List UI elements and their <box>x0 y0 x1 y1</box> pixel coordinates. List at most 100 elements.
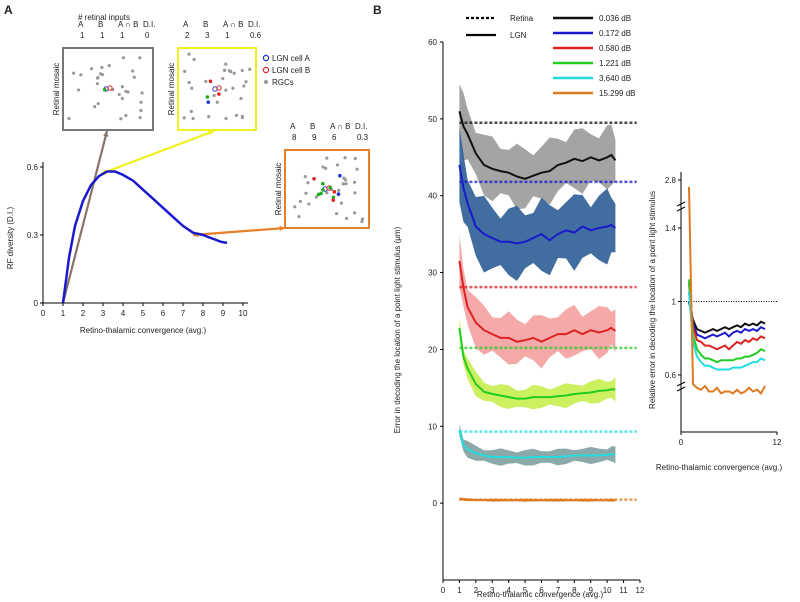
relative-y-tick-label: 2.8 <box>665 176 677 185</box>
inset-col-label: A <box>290 122 296 131</box>
series-1 <box>458 127 637 281</box>
series-3 <box>458 317 637 410</box>
panel-a-x-tick-label: 4 <box>121 309 126 318</box>
inset-col-value: 0.6 <box>250 31 262 40</box>
rgc-dot <box>337 188 341 193</box>
error-band <box>459 127 616 281</box>
panel-a-x-tick-label: 3 <box>101 309 106 318</box>
rgc-dot <box>234 113 239 118</box>
main-y-tick-label: 50 <box>428 115 437 124</box>
legend-marker <box>262 66 270 74</box>
shared-input-dot <box>316 192 321 197</box>
inset-arrow <box>100 129 215 175</box>
legend-series-label: 3.640 dB <box>599 74 631 83</box>
main-y-tick-label: 0 <box>433 499 438 508</box>
arrow-head <box>208 130 214 136</box>
rgc-dot <box>335 163 340 167</box>
rgc-dot <box>67 116 71 121</box>
main-y-tick-label: 30 <box>428 269 437 278</box>
rgc-dot <box>304 191 308 195</box>
cell-a-input-dot <box>338 173 342 178</box>
main-y-tick-label: 10 <box>428 422 437 431</box>
rgc-dot <box>76 88 81 92</box>
rgc-dot <box>224 88 228 92</box>
relative-error-plot: 0.6 1 1.4 2.8 0 12 <box>665 172 782 447</box>
panel-a-xlabel: Retino-thalamic convergence (avg.) <box>80 326 207 335</box>
relative-series-line <box>688 292 766 371</box>
rgc-dot <box>182 116 186 120</box>
arrow-head <box>103 131 109 137</box>
relative-x-tick-label: 12 <box>773 438 782 447</box>
rgc-dot <box>339 201 344 205</box>
rgc-dot <box>325 191 329 195</box>
lgn-cell-b-marker <box>107 85 113 91</box>
legend-series-label: 15.299 dB <box>599 89 635 98</box>
rgc-dot <box>95 82 100 86</box>
series-0 <box>458 84 637 210</box>
legend-marker <box>264 80 268 84</box>
rgc-dot <box>334 211 339 216</box>
rgc-dot <box>227 69 231 73</box>
legend-style-label: Retina <box>510 14 534 23</box>
main-x-tick-label: 7 <box>556 586 561 595</box>
panel-b-letter: B <box>373 3 382 17</box>
rf-diversity-curve <box>61 170 228 304</box>
lgn-line <box>458 429 616 459</box>
rgc-dot <box>240 68 244 73</box>
cell-b-input-dot <box>217 92 221 96</box>
cell-a-input-dot <box>336 192 341 196</box>
rgc-dot <box>248 67 252 72</box>
inset-col-value: 0 <box>145 31 150 40</box>
rgc-dot <box>189 109 193 113</box>
lgn-line <box>458 327 616 400</box>
inset-col-label: A ∩ B <box>118 20 138 29</box>
lgn-cell-b-marker <box>216 85 222 91</box>
mosaic-legend: LGN cell A LGN cell B RGCs <box>262 54 310 87</box>
rgc-dot <box>119 117 123 121</box>
panel-a-ylabel: RF diversity (D.I.) <box>6 207 15 270</box>
cell-b-input-dot <box>332 190 337 194</box>
rgc-dot <box>131 69 135 73</box>
main-x-tick-label: 8 <box>572 586 577 595</box>
lgn-line <box>458 110 617 180</box>
main-x-tick-label: 3 <box>490 586 495 595</box>
legend-series-label: 0.172 dB <box>599 29 631 38</box>
rgc-dot <box>303 174 307 179</box>
axis-break-mark <box>676 386 686 392</box>
inset-col-value: 1 <box>225 31 230 40</box>
rgc-dot <box>187 52 191 56</box>
lgn-line <box>458 164 617 245</box>
legend-label: LGN cell B <box>272 66 310 75</box>
rgc-dot <box>138 115 142 120</box>
rgc-dot <box>71 71 76 75</box>
rgc-dot <box>321 165 325 169</box>
rgc-dot <box>231 86 235 90</box>
rgc-dot <box>224 62 228 66</box>
rgc-dot <box>223 68 227 72</box>
legend-marker <box>262 54 270 62</box>
inset-col-label: A <box>183 20 189 29</box>
panel-a-letter: A <box>4 3 13 17</box>
relative-x-tick-label: 0 <box>679 438 684 447</box>
inset-col-value: 2 <box>185 31 190 40</box>
panel-a-y-tick-label: 0.6 <box>27 163 39 172</box>
rgc-dot <box>132 75 136 79</box>
panel-a-x-tick-label: 5 <box>141 309 146 318</box>
inset-col-label: D.I. <box>355 122 367 131</box>
panel-a-x-tick-label: 2 <box>81 309 86 318</box>
rgc-dot <box>360 217 365 221</box>
rgc-dot <box>120 85 124 89</box>
rgc-dot <box>355 167 359 171</box>
series-5 <box>459 497 637 502</box>
inset-col-value: 1 <box>120 31 125 40</box>
rgc-dot <box>191 116 195 121</box>
cell-b-input-dot <box>208 79 213 84</box>
rgc-dot <box>99 72 103 76</box>
legend-series-label: 0.580 dB <box>599 44 631 53</box>
mosaic-inset-1: A 1 B 1 A ∩ B 1 D.I. 0 Retinal mosaic <box>52 20 155 131</box>
panel-a-x-tick-label: 10 <box>239 309 248 318</box>
mosaic-inset-2: A 2 B 3 A ∩ B 1 D.I. 0.6 Retinal mosaic <box>167 20 262 131</box>
retinal-mosaic-label: Retinal mosaic <box>52 63 61 115</box>
rgc-dot <box>100 65 104 70</box>
